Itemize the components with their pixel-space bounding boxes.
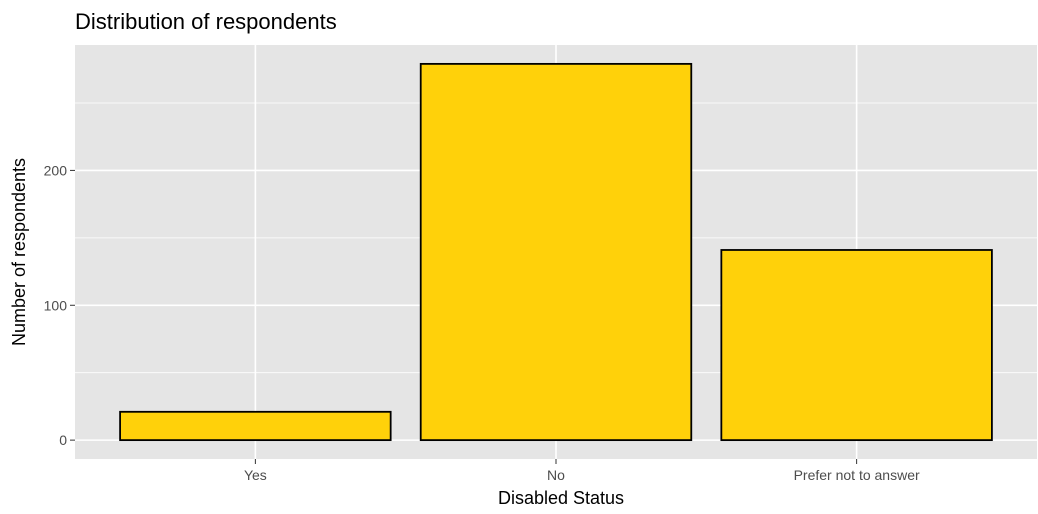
y-axis-ticks: 0 100 200 bbox=[44, 162, 75, 448]
x-tick-label: Yes bbox=[244, 467, 267, 483]
y-tick-label: 200 bbox=[44, 162, 68, 178]
bars bbox=[119, 62, 993, 442]
y-tick-label: 0 bbox=[59, 432, 67, 448]
x-tick-label: Prefer not to answer bbox=[794, 467, 920, 483]
y-axis-title: Number of respondents bbox=[9, 158, 29, 346]
chart-title: Distribution of respondents bbox=[75, 9, 337, 34]
y-tick-label: 100 bbox=[44, 297, 68, 313]
x-tick-label: No bbox=[547, 467, 565, 483]
bar bbox=[720, 249, 993, 442]
bar bbox=[419, 62, 693, 442]
x-axis-title: Disabled Status bbox=[498, 488, 624, 508]
bar bbox=[119, 410, 392, 442]
x-axis-ticks: Yes No Prefer not to answer bbox=[244, 459, 920, 483]
